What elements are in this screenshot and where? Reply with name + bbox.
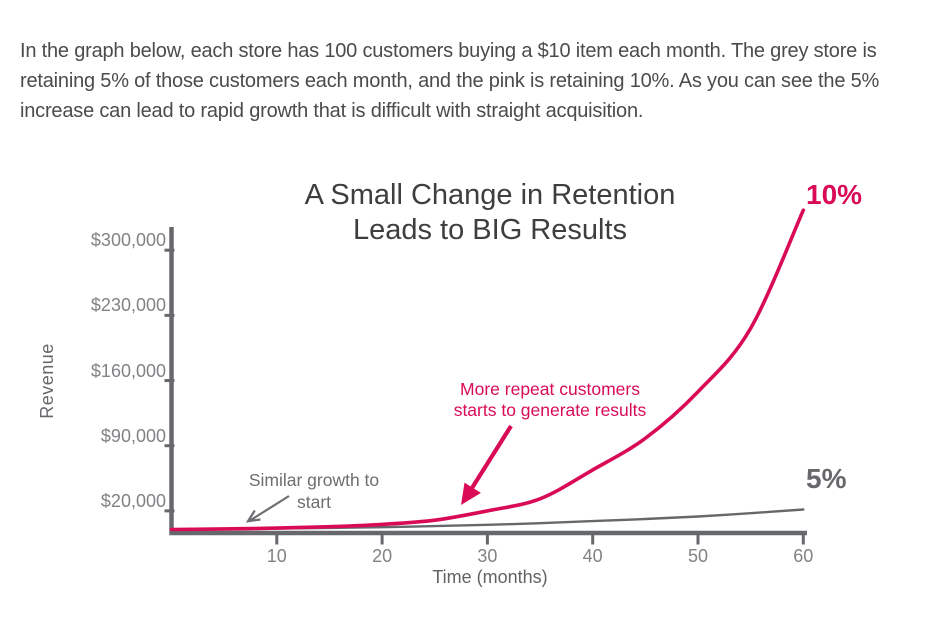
grey-arrow-shaft [249, 495, 290, 522]
series-label-10-percent: 10% [806, 179, 863, 210]
intro-line: In the graph below, each store has 100 c… [20, 40, 877, 62]
intro-paragraph: In the graph below, each store has 100 c… [20, 36, 920, 126]
chart-title-line-2: Leads to BIG Results [352, 214, 628, 246]
y-tick-label: $230,000 [90, 295, 166, 316]
chart-title: A Small Change in Retention Leads to BIG… [250, 178, 730, 248]
intro-line: retaining 5% of those customers each mon… [20, 70, 880, 92]
annotation-repeat-customers-line-1: More repeat customers [460, 379, 640, 399]
grey-arrow-head [245, 509, 261, 523]
y-tick-label: $300,000 [90, 230, 166, 251]
annotation-repeat-customers: More repeat customers starts to generate… [420, 379, 680, 421]
intro-line: increase can lead to rapid growth that i… [20, 100, 644, 122]
chart-title-line-1: A Small Change in Retention [304, 179, 676, 211]
x-tick-label: 50 [687, 546, 709, 566]
annotation-repeat-customers-line-2: starts to generate results [453, 400, 647, 420]
y-tick-label: $160,000 [90, 360, 166, 381]
pink-arrow-head [461, 482, 481, 505]
annotation-similar-growth: Similar growth to start [239, 469, 389, 513]
x-tick-label: 10 [266, 546, 287, 566]
x-tick-label: 20 [372, 546, 393, 566]
annotation-similar-growth-line-1: Similar growth to [248, 470, 380, 490]
y-tick-label: $90,000 [100, 425, 166, 446]
y-tick-label: $20,000 [100, 490, 166, 511]
series-label-5-percent: 5% [806, 463, 847, 494]
annotation-similar-growth-line-2: start [296, 492, 332, 512]
x-tick-label: 30 [477, 546, 498, 566]
pink-curve [169, 208, 806, 532]
x-tick-label: 40 [582, 546, 603, 566]
x-axis-title: Time (months) [432, 567, 548, 587]
pink-arrow-shaft [470, 424, 513, 490]
x-tick-label: 60 [793, 546, 814, 566]
axes-line [169, 227, 807, 536]
